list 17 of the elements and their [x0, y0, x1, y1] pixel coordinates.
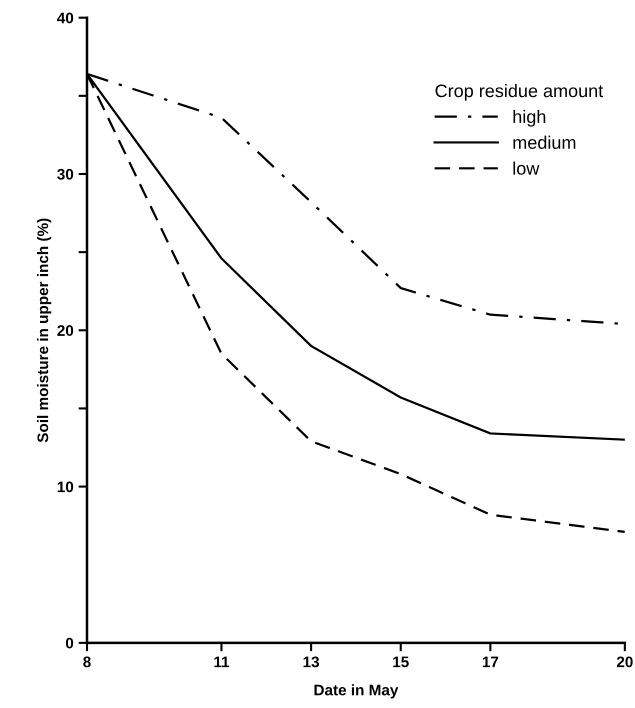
x-axis-title: Date in May [314, 684, 398, 698]
y-tick-label: 10 [58, 481, 74, 492]
legend-label: high [514, 110, 546, 127]
legend-label: low [513, 162, 540, 175]
x-tick-label: 11 [214, 656, 230, 668]
y-axis-title: Soil moisture in upper inch (%) [37, 218, 52, 442]
x-tick-label: 17 [482, 656, 498, 668]
legend-title: Crop residue amount [436, 84, 604, 101]
x-tick-label: 15 [393, 656, 409, 668]
y-tick-label: 40 [57, 12, 74, 24]
y-tick-label: 30 [57, 168, 74, 180]
x-tick-label: 20 [616, 656, 633, 668]
legend-label: medium [513, 136, 576, 149]
x-tick-label: 8 [83, 656, 91, 668]
y-tick-label: 20 [57, 325, 74, 336]
x-tick-label: 13 [304, 656, 320, 668]
y-tick-label: 0 [66, 638, 74, 649]
